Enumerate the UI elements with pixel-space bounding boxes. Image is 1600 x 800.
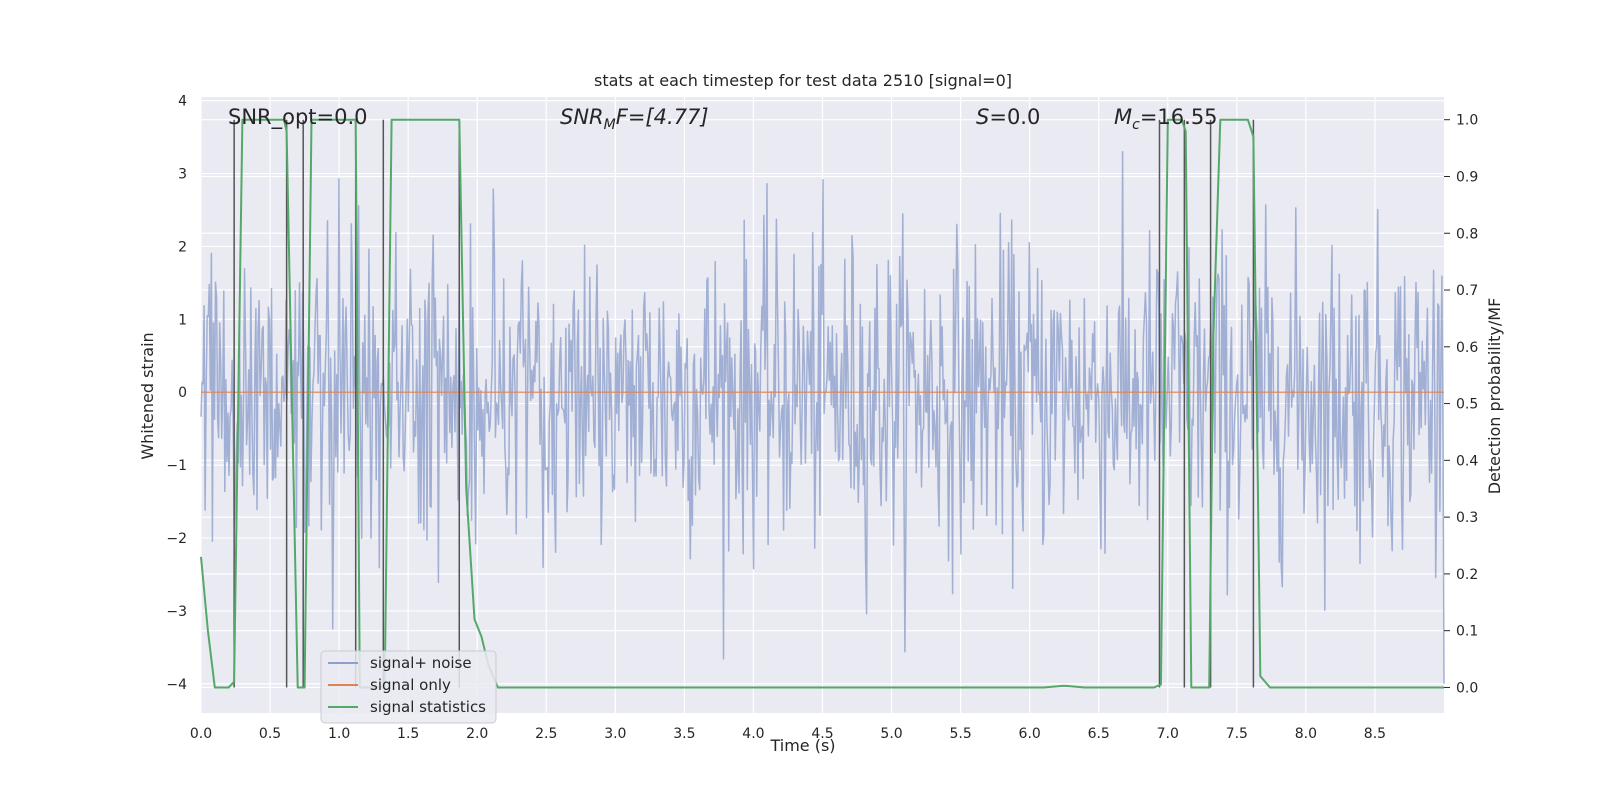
y-axis-ticks: 4 3 2 1 0 −1 −2 −3 −4	[166, 94, 187, 693]
y2-tick-label: 0.2	[1456, 567, 1478, 583]
x-tick-label: 2.0	[466, 726, 488, 742]
x-tick-label: 4.5	[811, 726, 833, 742]
x-tick-label: 6.0	[1019, 726, 1041, 742]
annotation-snr-mf: SNRMF=[4.77]	[560, 105, 709, 133]
y-tick-label: 4	[178, 94, 187, 110]
legend-box	[320, 650, 497, 724]
y2-tick-label: 1.0	[1456, 113, 1478, 129]
y2-tick-label: 0.4	[1456, 453, 1478, 469]
y2-tick-label: 0.5	[1456, 397, 1478, 413]
y2-tick-label: 0.7	[1456, 283, 1478, 299]
y-tick-label: 0	[178, 385, 187, 401]
x-tick-label: 0.0	[190, 726, 212, 742]
legend-label-signal-statistics: signal statistics	[370, 698, 486, 716]
legend-label-signal-only: signal only	[370, 676, 451, 694]
x-tick-label: 8.0	[1295, 726, 1317, 742]
x-tick-label: 3.0	[604, 726, 626, 742]
y-tick-label: 1	[178, 312, 187, 328]
annotation-mc: Mc=16.55	[1114, 105, 1218, 133]
y2-tick-label: 0.6	[1456, 340, 1478, 356]
y2-tick-label: 0.8	[1456, 226, 1478, 242]
x-axis-label: Time (s)	[769, 736, 835, 755]
x-tick-label: 8.5	[1364, 726, 1386, 742]
annotation-s: S=0.0	[976, 105, 1040, 129]
x-tick-label: 0.5	[259, 726, 281, 742]
y-tick-label: −3	[166, 604, 187, 620]
x-tick-label: 5.5	[949, 726, 971, 742]
x-tick-label: 5.0	[880, 726, 902, 742]
y2-tick-label: 0.0	[1456, 680, 1478, 696]
x-tick-label: 1.0	[328, 726, 350, 742]
x-tick-label: 1.5	[397, 726, 419, 742]
x-tick-label: 3.5	[673, 726, 695, 742]
y-tick-label: −1	[166, 458, 187, 474]
series-signal-noise	[200, 150, 1445, 684]
y2-axis-label: Detection probability/MF	[1485, 298, 1504, 495]
x-tick-label: 7.5	[1226, 726, 1248, 742]
y2-tick-label: 0.9	[1456, 169, 1478, 185]
y-tick-label: −2	[166, 531, 187, 547]
y-axis-label: Whitened strain	[138, 332, 157, 459]
annotation-snr-opt: SNR_opt=0.0	[228, 105, 368, 130]
x-tick-label: 4.0	[742, 726, 764, 742]
y2-axis-ticks: 1.0 0.9 0.8 0.7 0.6 0.5 0.4 0.3 0.2 0.1 0.0	[1444, 113, 1478, 696]
x-axis-ticks: 0.0 0.5 1.0 1.5 2.0 2.5 3.0 3.5 4.0 4.5 5.0 5.5 6.0 6…	[190, 726, 1386, 742]
x-tick-label: 7.0	[1157, 726, 1179, 742]
y-tick-label: 3	[178, 167, 187, 183]
chart-title: stats at each timestep for test data 251…	[594, 71, 1012, 90]
vertical-markers	[233, 119, 1255, 688]
y2-tick-label: 0.1	[1456, 624, 1478, 640]
legend: signal+ noise signal only signal statist…	[320, 650, 497, 724]
x-tick-label: 6.5	[1088, 726, 1110, 742]
y-tick-label: 2	[178, 239, 187, 255]
legend-label-signal-noise: signal+ noise	[370, 654, 472, 672]
y-tick-label: −4	[166, 677, 187, 693]
x-tick-label: 2.5	[535, 726, 557, 742]
y2-tick-label: 0.3	[1456, 510, 1478, 526]
noise-line	[200, 150, 1445, 684]
